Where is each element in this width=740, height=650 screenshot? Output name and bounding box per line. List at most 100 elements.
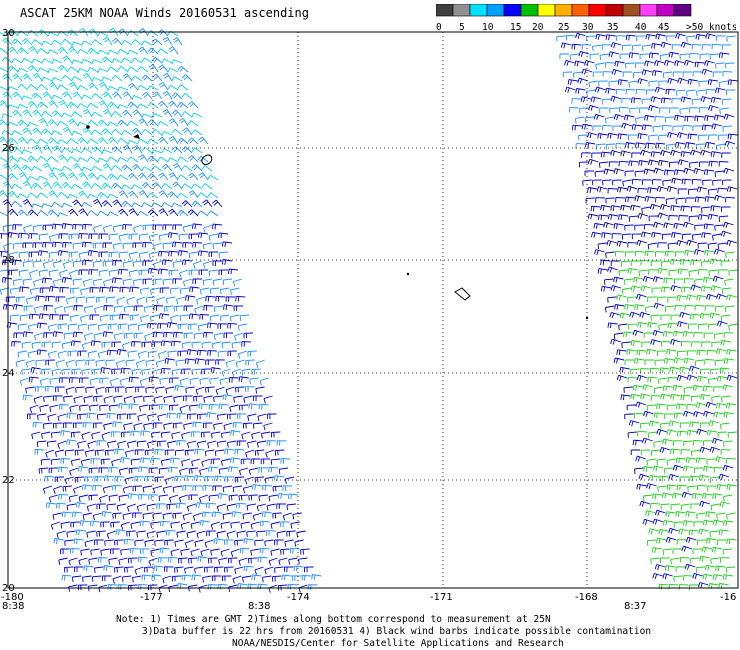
wind-barb xyxy=(153,242,163,251)
wind-barb xyxy=(232,278,243,287)
wind-barb xyxy=(83,332,94,341)
wind-barb xyxy=(264,476,275,484)
wind-barb xyxy=(593,222,604,229)
wind-barb xyxy=(264,566,274,575)
wind-barb xyxy=(101,182,113,190)
wind-barb xyxy=(241,368,251,376)
legend-swatch xyxy=(673,4,692,17)
wind-barb xyxy=(637,212,649,220)
wind-barb xyxy=(37,84,49,91)
wind-barb xyxy=(718,215,729,222)
wind-barb xyxy=(177,192,189,199)
wind-barb xyxy=(233,332,244,341)
wind-barb xyxy=(616,35,626,41)
wind-barb xyxy=(712,71,723,77)
wind-barb xyxy=(160,458,171,466)
wind-barb xyxy=(169,404,179,411)
wind-barb xyxy=(613,223,624,229)
wind-barb xyxy=(97,323,108,331)
wind-barb xyxy=(78,251,89,259)
wind-barb xyxy=(174,449,185,456)
wind-barb xyxy=(177,323,188,330)
wind-barb xyxy=(170,457,181,464)
wind-barb xyxy=(714,224,724,231)
wind-barb xyxy=(87,47,99,55)
wind-barb xyxy=(128,467,139,474)
wind-barb xyxy=(65,296,76,305)
wind-barb xyxy=(680,394,691,401)
wind-barb xyxy=(188,584,198,592)
wind-barb xyxy=(98,251,109,258)
wind-barb xyxy=(156,440,167,447)
wind-barb xyxy=(161,259,173,266)
wind-barb xyxy=(28,376,39,383)
wind-barb xyxy=(173,395,183,403)
wind-barb xyxy=(608,80,618,87)
wind-barb xyxy=(82,259,93,266)
wind-barb xyxy=(701,206,711,213)
wind-barb xyxy=(699,53,710,60)
wind-barb xyxy=(680,151,691,157)
wind-barb xyxy=(59,286,70,293)
wind-barb xyxy=(648,474,660,481)
wind-barb xyxy=(720,339,731,346)
wind-barb xyxy=(575,143,586,149)
wind-barb xyxy=(229,314,240,322)
wind-barb xyxy=(627,267,638,274)
wind-barb xyxy=(227,413,237,420)
wind-barb xyxy=(90,458,101,464)
wind-barb xyxy=(116,296,126,305)
wind-barb xyxy=(85,386,95,394)
wind-barb xyxy=(723,411,734,418)
wind-barb xyxy=(97,557,108,563)
wind-barb xyxy=(152,224,163,231)
time-label-middle: 8:38 xyxy=(248,601,270,612)
wind-barb xyxy=(57,413,67,422)
wind-barb xyxy=(594,86,606,93)
wind-barb xyxy=(43,305,54,311)
wind-barb xyxy=(726,538,737,545)
wind-barb xyxy=(91,93,103,100)
wind-barb xyxy=(188,467,199,474)
wind-barb xyxy=(722,548,733,555)
wind-barb xyxy=(202,575,212,583)
wind-barb xyxy=(691,341,701,347)
wind-barb xyxy=(148,64,159,73)
wind-barb xyxy=(137,138,149,145)
wind-barb xyxy=(187,155,199,163)
wind-barb xyxy=(712,275,724,282)
wind-barb xyxy=(276,440,287,446)
wind-barb xyxy=(140,457,151,464)
wind-barb xyxy=(181,165,193,172)
wind-barb xyxy=(97,157,109,163)
wind-barb xyxy=(118,557,128,566)
wind-barb xyxy=(12,259,23,266)
wind-barb xyxy=(723,113,735,120)
wind-barb xyxy=(689,421,700,428)
wind-barb xyxy=(42,241,53,248)
wind-barb xyxy=(147,268,159,274)
wind-barb xyxy=(690,503,700,510)
wind-barb xyxy=(132,278,143,286)
wind-barb xyxy=(637,187,648,194)
wind-barb xyxy=(191,200,203,208)
wind-barb xyxy=(629,311,641,318)
wind-barb xyxy=(122,485,133,494)
wind-barb xyxy=(69,467,79,476)
wind-barb xyxy=(670,149,681,156)
wind-barb xyxy=(592,179,602,186)
wind-barb xyxy=(11,38,23,46)
wind-barb xyxy=(235,295,246,302)
wind-barb xyxy=(37,101,49,109)
wind-barb xyxy=(152,278,163,285)
wind-barb xyxy=(52,278,63,287)
wind-barb xyxy=(694,359,705,367)
wind-barb xyxy=(21,95,33,101)
wind-barb xyxy=(688,269,698,277)
wind-barb xyxy=(637,133,648,139)
wind-barb xyxy=(117,413,127,420)
wind-barb xyxy=(715,456,726,463)
wind-barb xyxy=(100,548,110,556)
wind-barb xyxy=(178,233,189,240)
wind-barb xyxy=(111,277,123,284)
